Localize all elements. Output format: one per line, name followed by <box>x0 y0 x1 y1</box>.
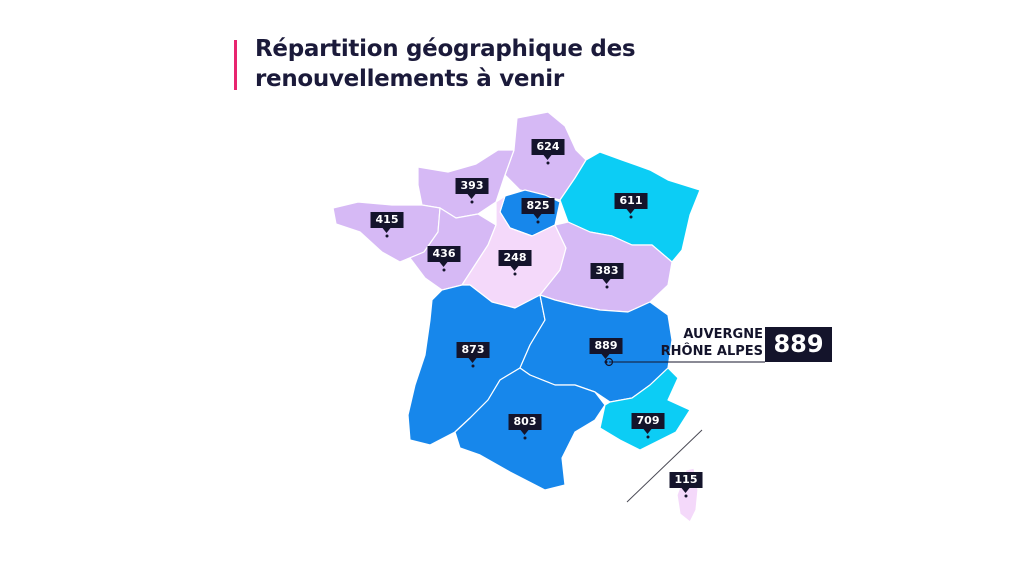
region-provence-alpes-cote-d-azur[interactable] <box>599 367 691 451</box>
region-value-label-normandie: 393 <box>455 178 489 199</box>
region-point-centre-val-de-loire <box>513 272 517 276</box>
region-point-auvergne-rhone-alpes <box>604 360 608 364</box>
title-line-2: renouvellements à venir <box>255 66 564 92</box>
region-value-label-provence-alpes-cote-d-azur: 709 <box>631 413 665 434</box>
region-point-pays-de-la-loire <box>442 268 446 272</box>
region-point-bourgogne-franche-comte <box>605 285 609 289</box>
callout-name-line-1: AUVERGNE <box>683 327 763 342</box>
region-value-label-auvergne-rhone-alpes: 889 <box>589 338 623 359</box>
region-value-label-occitanie: 803 <box>508 414 542 435</box>
region-value-label-ile-de-france: 825 <box>521 198 555 219</box>
region-value-label-bretagne: 415 <box>370 212 404 233</box>
region-value-label-hauts-de-france: 624 <box>531 139 565 160</box>
title-accent-bar <box>234 40 237 90</box>
region-value-label-centre-val-de-loire: 248 <box>498 250 532 271</box>
region-point-bretagne <box>385 234 389 238</box>
region-point-nouvelle-aquitaine <box>471 364 475 368</box>
region-value-label-bourgogne-franche-comte: 383 <box>590 263 624 284</box>
region-point-grand-est <box>629 215 633 219</box>
page-title: Répartition géographique des renouvellem… <box>255 34 636 94</box>
region-point-corse <box>684 494 688 498</box>
region-point-normandie <box>470 200 474 204</box>
region-value-label-pays-de-la-loire: 436 <box>427 246 461 267</box>
callout-value: 889 <box>765 327 832 362</box>
region-value-label-grand-est: 611 <box>614 193 648 214</box>
region-value-label-nouvelle-aquitaine: 873 <box>456 342 490 363</box>
region-point-hauts-de-france <box>546 161 550 165</box>
region-value-label-corse: 115 <box>669 472 703 493</box>
region-point-ile-de-france <box>536 220 540 224</box>
callout-name-line-2: RHÔNE ALPES <box>660 344 763 359</box>
corsica-separator <box>626 429 703 503</box>
region-point-provence-alpes-cote-d-azur <box>646 435 650 439</box>
callout-region-name: AUVERGNE RHÔNE ALPES <box>648 326 763 360</box>
region-point-occitanie <box>523 436 527 440</box>
title-line-1: Répartition géographique des <box>255 36 636 62</box>
